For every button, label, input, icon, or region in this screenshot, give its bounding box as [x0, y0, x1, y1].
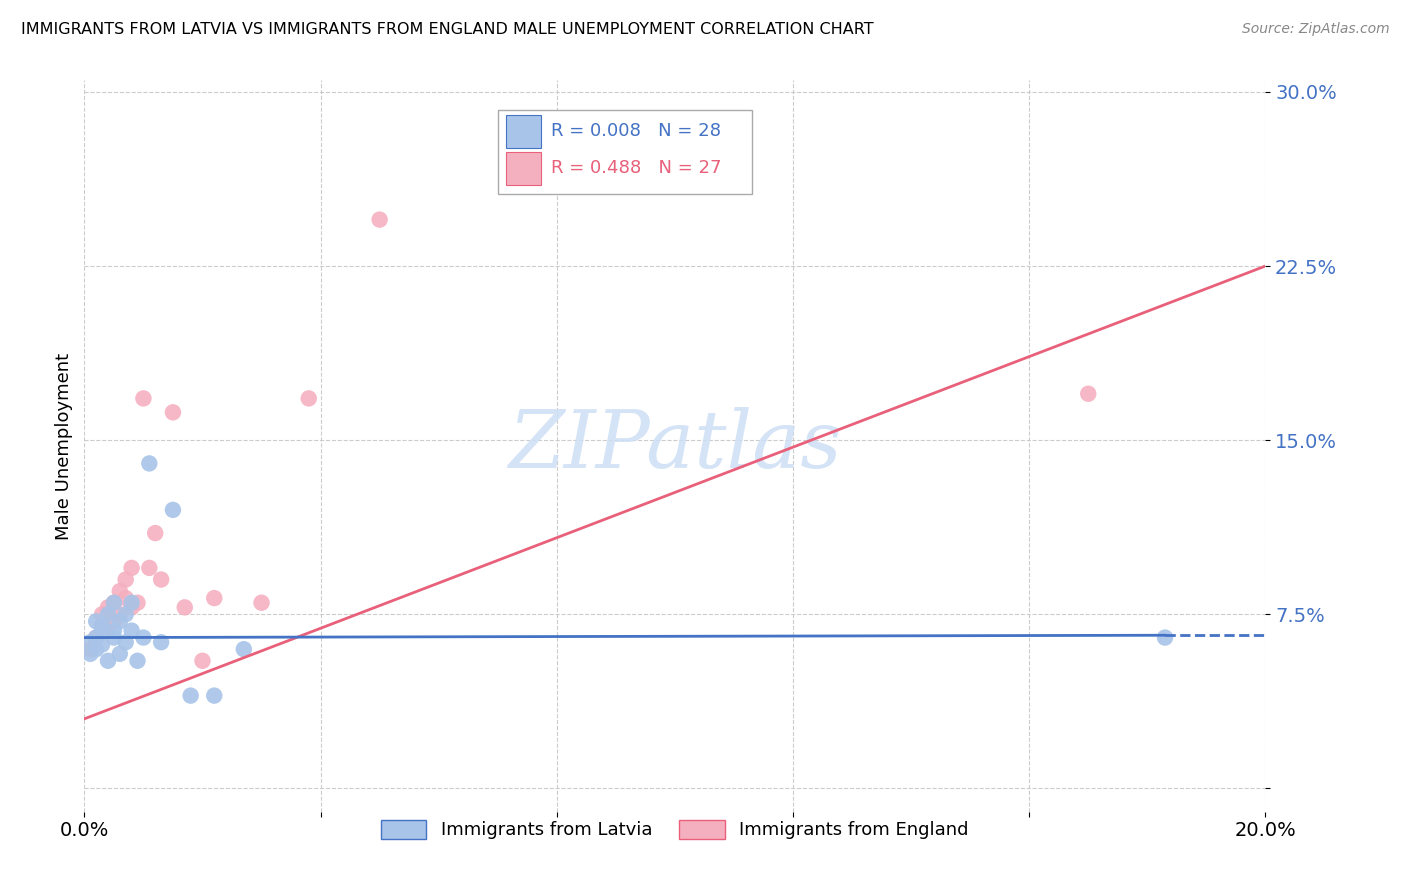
Point	[91, 638, 114, 652]
Text: Source: ZipAtlas.com: Source: ZipAtlas.com	[1241, 22, 1389, 37]
Point	[298, 392, 321, 406]
Point	[103, 631, 125, 645]
Text: ZIPatlas: ZIPatlas	[508, 408, 842, 484]
Point	[84, 615, 107, 629]
Point	[84, 631, 107, 645]
FancyBboxPatch shape	[506, 115, 541, 148]
Point	[103, 624, 125, 638]
Point	[108, 647, 131, 661]
Point	[108, 584, 131, 599]
Point	[97, 600, 120, 615]
Point	[91, 624, 114, 638]
Point	[114, 607, 136, 622]
Point	[84, 642, 107, 657]
Text: R = 0.488   N = 27: R = 0.488 N = 27	[551, 159, 721, 177]
Point	[79, 642, 101, 657]
Point	[250, 596, 273, 610]
Point	[79, 635, 101, 649]
Point	[108, 615, 131, 629]
Point	[103, 596, 125, 610]
Point	[127, 596, 149, 610]
Point	[173, 600, 195, 615]
Point	[191, 654, 214, 668]
Text: IMMIGRANTS FROM LATVIA VS IMMIGRANTS FROM ENGLAND MALE UNEMPLOYMENT CORRELATION : IMMIGRANTS FROM LATVIA VS IMMIGRANTS FRO…	[21, 22, 873, 37]
Point	[150, 635, 173, 649]
Point	[1077, 386, 1099, 401]
Point	[232, 642, 254, 657]
Point	[108, 607, 131, 622]
Text: R = 0.008   N = 28: R = 0.008 N = 28	[551, 122, 721, 140]
Point	[91, 619, 114, 633]
Point	[97, 624, 120, 638]
Point	[114, 573, 136, 587]
Point	[121, 561, 143, 575]
Point	[132, 631, 155, 645]
Point	[150, 573, 173, 587]
Point	[180, 689, 202, 703]
Point	[84, 631, 107, 645]
Point	[79, 647, 101, 661]
Point	[162, 405, 184, 419]
Legend: Immigrants from Latvia, Immigrants from England: Immigrants from Latvia, Immigrants from …	[374, 813, 976, 847]
Point	[97, 654, 120, 668]
Point	[143, 526, 166, 541]
Point	[114, 635, 136, 649]
Point	[121, 624, 143, 638]
Point	[91, 619, 114, 633]
Point	[127, 654, 149, 668]
Point	[368, 212, 391, 227]
Point	[202, 591, 225, 606]
Point	[114, 591, 136, 606]
Point	[103, 615, 125, 629]
Point	[138, 457, 160, 471]
Point	[121, 596, 143, 610]
FancyBboxPatch shape	[506, 152, 541, 185]
Point	[202, 689, 225, 703]
Point	[91, 607, 114, 622]
Point	[138, 561, 160, 575]
FancyBboxPatch shape	[498, 110, 752, 194]
Point	[132, 392, 155, 406]
Point	[103, 596, 125, 610]
Y-axis label: Male Unemployment: Male Unemployment	[55, 352, 73, 540]
Point	[97, 607, 120, 622]
Point	[162, 503, 184, 517]
Point	[121, 600, 143, 615]
Point	[1154, 631, 1177, 645]
